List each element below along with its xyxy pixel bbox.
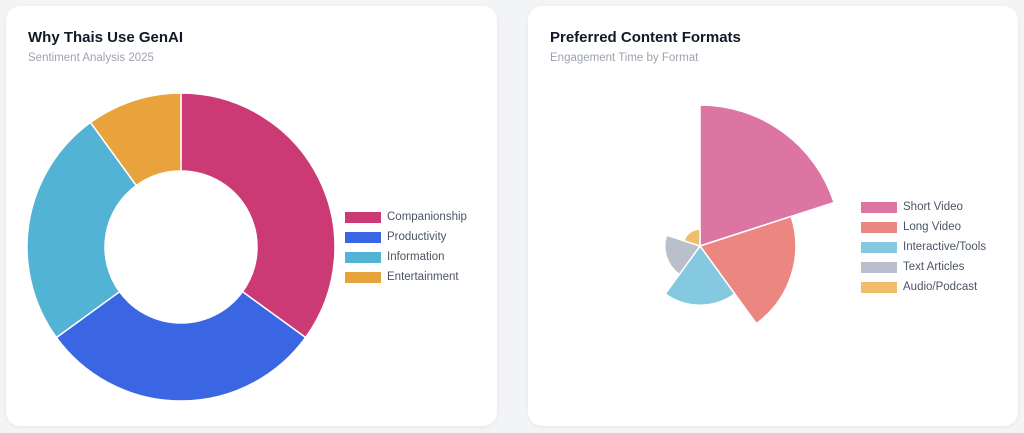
chart-subtitle: Sentiment Analysis 2025 [28, 52, 154, 64]
segment-audio-podcast[interactable] [682, 228, 701, 248]
legend-label: Productivity [387, 231, 447, 243]
legend-item-short-video[interactable]: Short Video [861, 197, 986, 217]
legend-swatch [861, 261, 897, 273]
legend-swatch [861, 281, 897, 293]
slice-companionship[interactable] [180, 92, 336, 339]
legend-label: Short Video [903, 201, 963, 213]
legend-item-companionship[interactable]: Companionship [345, 207, 467, 227]
chart-legend: Companionship Productivity Information E… [345, 207, 467, 287]
chart-title: Why Thais Use GenAI [28, 29, 184, 46]
legend-swatch [861, 241, 897, 253]
legend-swatch [345, 211, 381, 223]
legend-item-productivity[interactable]: Productivity [345, 227, 467, 247]
legend-label: Companionship [387, 211, 467, 223]
legend-label: Interactive/Tools [903, 241, 987, 253]
chart-subtitle: Engagement Time by Format [550, 52, 699, 64]
legend-item-text-articles[interactable]: Text Articles [861, 257, 986, 277]
slice-productivity[interactable] [55, 290, 307, 402]
legend-item-audio-podcast[interactable]: Audio/Podcast [861, 277, 986, 297]
genai-usage-card: Why Thais Use GenAI Sentiment Analysis 2… [6, 6, 497, 426]
doughnut-chart [26, 92, 336, 402]
chart-legend: Short Video Long Video Interactive/Tools… [861, 197, 986, 297]
segment-short-video[interactable] [699, 104, 836, 248]
segment-interactive-tools[interactable] [664, 244, 736, 306]
legend-item-interactive-tools[interactable]: Interactive/Tools [861, 237, 986, 257]
legend-swatch [861, 221, 897, 233]
legend-label: Entertainment [387, 271, 459, 283]
legend-label: Text Articles [903, 261, 965, 273]
legend-item-long-video[interactable]: Long Video [861, 217, 986, 237]
legend-swatch [345, 251, 381, 263]
content-formats-card: Preferred Content Formats Engagement Tim… [528, 6, 1018, 426]
legend-swatch [345, 231, 381, 243]
legend-label: Audio/Podcast [903, 281, 978, 293]
legend-item-information[interactable]: Information [345, 247, 467, 267]
legend-swatch [345, 271, 381, 283]
legend-item-entertainment[interactable]: Entertainment [345, 267, 467, 287]
segment-long-video[interactable] [698, 215, 797, 325]
legend-label: Long Video [903, 221, 961, 233]
polar-area-chart [664, 104, 836, 325]
legend-swatch [861, 201, 897, 213]
segment-text-articles[interactable] [664, 234, 702, 276]
slice-information[interactable] [26, 121, 138, 339]
slice-entertainment[interactable] [89, 92, 182, 187]
chart-title: Preferred Content Formats [550, 29, 741, 46]
legend-label: Information [387, 251, 445, 263]
